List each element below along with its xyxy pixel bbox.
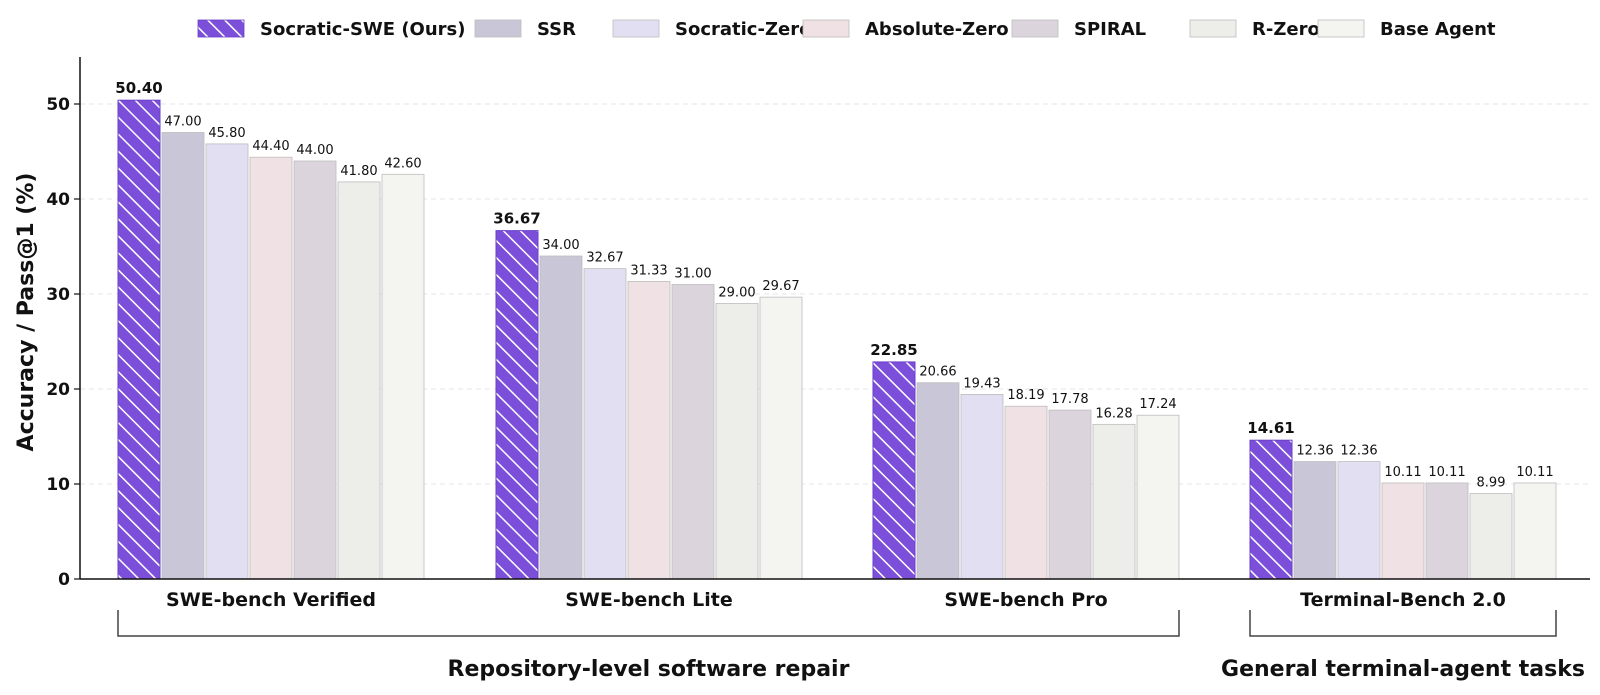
data-label: 50.40: [115, 79, 162, 97]
data-label: 36.67: [493, 210, 540, 228]
data-label: 44.00: [296, 143, 333, 158]
bar: [1513, 482, 1557, 580]
bar: [249, 156, 293, 580]
bar: [671, 284, 715, 580]
legend-label: Absolute-Zero: [865, 19, 1009, 40]
data-label: 14.61: [1247, 419, 1294, 437]
bar: [960, 394, 1004, 580]
data-label: 41.80: [340, 164, 377, 179]
data-label: 34.00: [542, 238, 579, 253]
data-label: 44.40: [252, 139, 289, 154]
data-label: 12.36: [1296, 444, 1333, 459]
bar: [1381, 482, 1425, 580]
data-label: 32.67: [586, 251, 623, 266]
bar: [916, 382, 960, 580]
data-label: 47.00: [164, 115, 201, 130]
bar: [1004, 405, 1048, 580]
legend-label: Socratic-SWE (Ours): [260, 19, 465, 40]
bar: [495, 230, 539, 580]
data-label: 18.19: [1007, 388, 1044, 403]
data-label: 31.33: [630, 263, 667, 278]
bars: [117, 99, 1557, 580]
data-label: 10.11: [1428, 465, 1465, 480]
group-label: Repository-level software repair: [448, 657, 850, 682]
group-label: General terminal-agent tasks: [1221, 657, 1585, 682]
x-tick-label: SWE-bench Lite: [565, 589, 733, 611]
bar: [1293, 461, 1337, 580]
group-bracket: [117, 610, 1180, 637]
x-tick-label: SWE-bench Pro: [944, 589, 1107, 611]
data-label: 19.43: [963, 376, 1000, 391]
legend-label: R-Zero: [1252, 19, 1320, 40]
bar: [1425, 482, 1469, 580]
data-label: 10.11: [1384, 465, 1421, 480]
data-label: 29.00: [718, 286, 755, 301]
y-tick-label: 0: [58, 570, 70, 590]
bar: [205, 143, 249, 580]
legend-swatch: [1317, 19, 1365, 38]
data-label: 22.85: [870, 341, 917, 359]
bar: [583, 268, 627, 580]
bar: [337, 181, 381, 580]
legend: Socratic-SWE (Ours) SSR Socratic-Zero Absol…: [197, 19, 1496, 40]
data-label: 29.67: [762, 279, 799, 294]
bar: [1469, 493, 1513, 580]
data-label: 17.24: [1139, 397, 1176, 412]
data-label: 17.78: [1051, 392, 1088, 407]
bar: [293, 160, 337, 580]
bar: [381, 173, 425, 580]
bar: [161, 132, 205, 580]
bar: [117, 99, 161, 580]
data-label: 20.66: [919, 365, 956, 380]
legend-label: SSR: [537, 19, 576, 40]
bar: [627, 280, 671, 580]
data-label: 45.80: [208, 126, 245, 141]
data-label: 42.60: [384, 156, 421, 171]
bar: [759, 296, 803, 580]
y-tick-label: 40: [46, 190, 70, 210]
legend-label: Socratic-Zero: [675, 19, 811, 40]
y-tick-label: 50: [46, 95, 70, 115]
bar: [872, 361, 916, 580]
x-tick-label: Terminal-Bench 2.0: [1300, 589, 1506, 611]
legend-swatch: [197, 19, 245, 38]
bar: [1048, 409, 1092, 580]
y-tick-label: 30: [46, 285, 70, 305]
legend-swatch: [474, 19, 522, 38]
data-label: 10.11: [1516, 465, 1553, 480]
x-tick-label: SWE-bench Verified: [166, 589, 376, 611]
bar: [1092, 423, 1136, 580]
bar: [1249, 439, 1293, 580]
legend-swatch: [1011, 19, 1059, 38]
data-label: 8.99: [1477, 476, 1506, 491]
legend-label: Base Agent: [1380, 19, 1496, 40]
data-label: 16.28: [1095, 406, 1132, 421]
legend-swatch: [612, 19, 660, 38]
legend-swatch: [802, 19, 850, 38]
y-axis-title: Accuracy / Pass@1 (%): [14, 173, 39, 452]
group-bracket: [1249, 610, 1557, 637]
bar: [715, 303, 759, 580]
bar: [1136, 414, 1180, 580]
bar: [1337, 461, 1381, 580]
bar: [539, 255, 583, 580]
legend-swatch: [1189, 19, 1237, 38]
y-tick-label: 20: [46, 380, 70, 400]
axes: 0 10 20 30 40 50 SWE-bench Verified SWE-bench L…: [46, 57, 1590, 682]
data-label: 31.00: [674, 267, 711, 282]
value-labels: 50.40 47.00 45.80 44.40 44.00 41.80 42.60 36.67…: [115, 79, 1553, 490]
legend-label: SPIRAL: [1074, 19, 1146, 40]
data-label: 12.36: [1340, 444, 1377, 459]
y-tick-label: 10: [46, 475, 70, 495]
